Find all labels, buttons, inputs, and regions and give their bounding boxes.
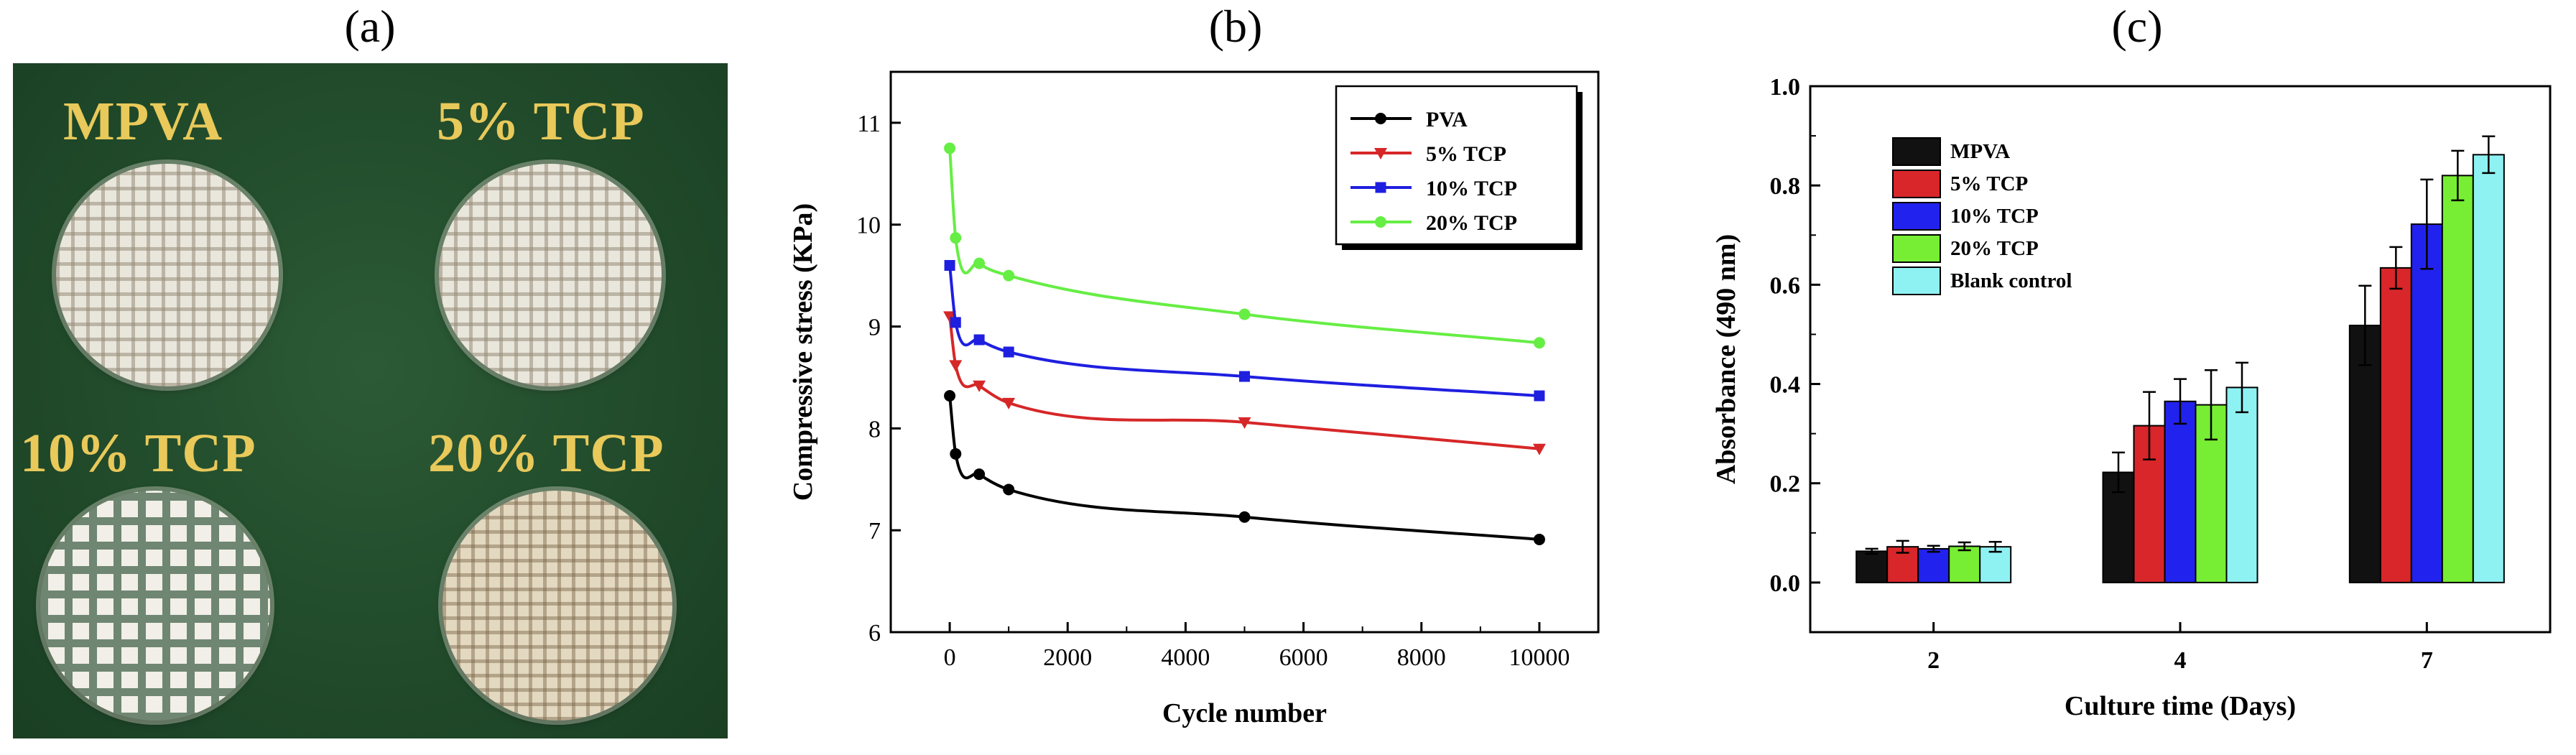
y-tick-label: 0.4 xyxy=(1770,372,1801,399)
data-point xyxy=(973,380,986,392)
data-point xyxy=(1533,533,1545,545)
data-point xyxy=(973,334,985,346)
scaffold-20tcp xyxy=(443,491,672,721)
legend-label: MPVA xyxy=(1950,140,2010,163)
x-tick-label: 2 xyxy=(1927,647,1940,674)
series-line xyxy=(948,316,1540,450)
bar xyxy=(2410,223,2443,583)
legend-label: PVA xyxy=(1426,108,1468,131)
y-tick-label: 0.2 xyxy=(1770,471,1801,498)
data-point xyxy=(944,142,956,154)
y-tick-label: 0.6 xyxy=(1770,272,1801,299)
y-axis-label: Absorbance (490 nm) xyxy=(1711,234,1741,484)
legend-marker xyxy=(1374,148,1387,159)
legend-marker xyxy=(1375,216,1386,228)
data-point xyxy=(1238,417,1251,429)
data-point xyxy=(950,317,961,328)
bar xyxy=(2441,175,2474,583)
x-tick-label: 8000 xyxy=(1397,644,1446,671)
data-point xyxy=(1003,346,1014,358)
panel-label-b: (b) xyxy=(1208,1,1263,52)
bar xyxy=(1979,546,2012,583)
series-line xyxy=(948,265,1540,397)
x-tick-label: 4 xyxy=(2174,647,2187,674)
scaffold-10tcp xyxy=(40,491,270,721)
data-point xyxy=(1533,337,1545,349)
x-tick-label: 7 xyxy=(2421,647,2433,674)
x-axis-label: Culture time (Days) xyxy=(2065,691,2296,721)
legend-swatch xyxy=(1892,234,1941,263)
legend-swatch xyxy=(1892,137,1941,166)
data-point xyxy=(1003,269,1015,282)
legend-label: 10% TCP xyxy=(1950,205,2039,228)
x-tick-label: 2000 xyxy=(1043,644,1092,671)
data-point xyxy=(1534,390,1545,402)
data-point xyxy=(1532,443,1546,455)
y-tick-label: 9 xyxy=(868,315,881,341)
y-tick-label: 11 xyxy=(857,111,881,137)
legend-marker xyxy=(1375,182,1386,193)
sample-label-mpva: MPVA xyxy=(63,91,223,152)
legend-box xyxy=(1335,85,1578,246)
sample-label-20tcp: 20% TCP xyxy=(428,423,664,483)
panel-label-a: (a) xyxy=(344,1,396,52)
series-pva xyxy=(944,389,1545,545)
bar xyxy=(2348,325,2381,583)
y-axis-label: Compressive stress (KPa) xyxy=(788,203,818,501)
series-5-tcp xyxy=(943,311,1546,455)
legend-swatch xyxy=(1892,202,1941,231)
data-point xyxy=(1238,308,1251,320)
sample-label-5tcp: 5% TCP xyxy=(437,91,645,152)
bar xyxy=(2164,400,2197,583)
bar xyxy=(1917,547,1950,583)
legend-marker xyxy=(1375,113,1386,124)
data-point xyxy=(1239,371,1250,382)
x-tick-label: 10000 xyxy=(1509,644,1570,671)
legend-label: 20% TCP xyxy=(1426,211,1517,235)
bar xyxy=(1948,545,1981,583)
y-tick-label: 0.8 xyxy=(1770,173,1801,200)
data-point xyxy=(950,448,962,460)
data-point xyxy=(943,311,957,323)
series-20-tcp xyxy=(944,142,1545,349)
legend-label: 5% TCP xyxy=(1950,172,2028,195)
legend-swatch xyxy=(1892,170,1941,198)
legend-swatch xyxy=(1892,267,1941,295)
panel-label-c: (c) xyxy=(2111,1,2163,52)
x-tick-label: 0 xyxy=(944,644,956,671)
y-tick-label: 8 xyxy=(868,416,881,443)
y-tick-label: 7 xyxy=(868,518,881,545)
y-tick-label: 10 xyxy=(856,213,881,239)
data-point xyxy=(973,257,986,269)
data-point xyxy=(1003,483,1015,496)
legend-label: 5% TCP xyxy=(1426,142,1506,166)
legend-label: 10% TCP xyxy=(1426,177,1517,200)
absorbance-bar-chart: 0.0 0.2 0.4 0.6 0.8 1.0 2 4 7 Culture time (Days)… xyxy=(1711,74,2552,721)
data-point xyxy=(944,389,956,402)
data-point xyxy=(950,232,962,244)
scaffold-mpva xyxy=(56,164,279,386)
cyclic-compression-line-chart: 6 7 8 9 10 11 0 2000 4000 6000 8000 10000 Cycle numb… xyxy=(788,70,1600,728)
legend-label: Blank control xyxy=(1950,269,2072,292)
scaffold-5tcp xyxy=(439,164,662,386)
data-point xyxy=(1002,397,1016,409)
series-10-tcp xyxy=(944,259,1545,402)
data-point xyxy=(1238,511,1251,523)
data-point xyxy=(973,468,986,481)
data-point xyxy=(949,360,963,372)
bar xyxy=(2379,267,2412,583)
legend-label: 20% TCP xyxy=(1950,237,2039,260)
y-tick-label: 1.0 xyxy=(1770,74,1801,101)
bar xyxy=(2225,386,2258,583)
bar xyxy=(1855,550,1889,583)
bar xyxy=(2472,154,2505,583)
y-tick-label: 6 xyxy=(868,620,881,647)
x-axis-label: Cycle number xyxy=(1162,698,1327,728)
scaffold-photo: MPVA 5% TCP 10% TCP 20% TCP xyxy=(13,63,728,738)
data-point xyxy=(944,259,955,271)
y-tick-label: 0.0 xyxy=(1770,570,1801,597)
sample-label-10tcp: 10% TCP xyxy=(20,423,256,483)
x-tick-label: 4000 xyxy=(1161,644,1210,671)
x-tick-label: 6000 xyxy=(1279,644,1328,671)
